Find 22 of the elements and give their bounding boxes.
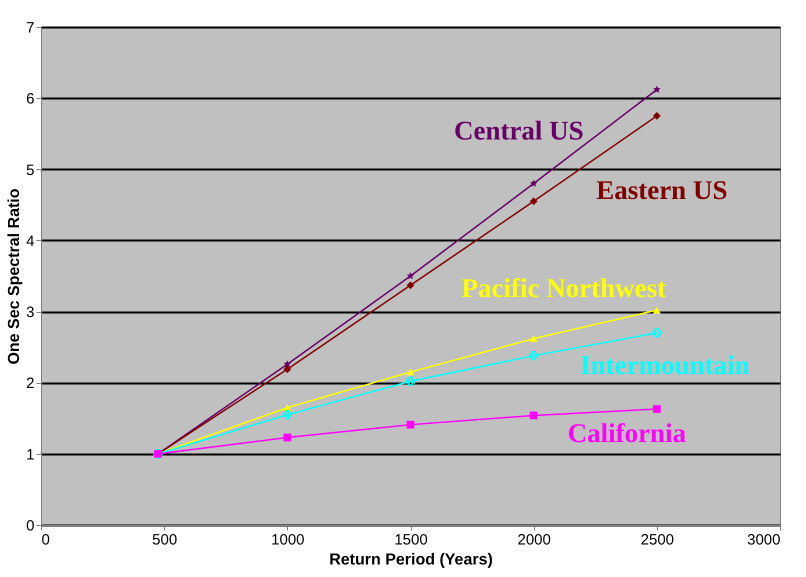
series-label: California [568,418,687,448]
x-tick-label: 1000 [271,532,305,548]
series-label: Intermountain [580,350,750,380]
y-tick-label: 7 [26,20,34,36]
y-tick-label: 3 [26,304,34,322]
y-axis-title: One Sec Spectral Ratio [6,188,24,365]
y-tick-label: 5 [26,162,34,179]
y-tick-label: 1 [26,446,34,464]
y-tick-label: 4 [26,232,34,250]
x-tick-label: 500 [152,532,178,548]
x-tick-label: 3000 [747,532,780,548]
series-label: Pacific Northwest [461,273,666,304]
series-label: Central US [454,116,584,146]
series-label: Eastern US [596,174,728,205]
y-tick-label: 2 [26,375,34,392]
y-tick-label: 0 [26,518,34,534]
x-tick-label: 2500 [640,532,674,548]
x-axis-title: Return Period (Years) [329,552,493,568]
x-tick-label: 0 [42,532,50,548]
y-tick-label: 6 [26,90,34,108]
x-tick-label: 1500 [394,532,428,548]
x-tick-label: 2000 [517,532,551,548]
